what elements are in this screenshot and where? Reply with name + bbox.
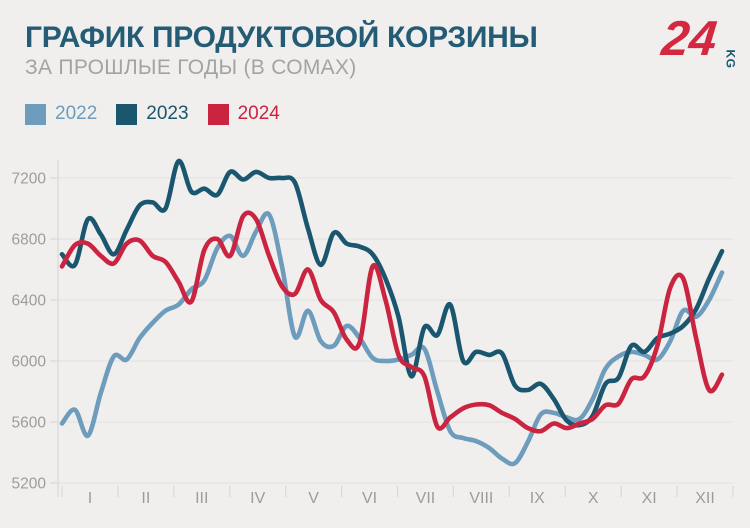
x-axis-label-VIII: VIII <box>469 490 493 507</box>
legend-swatch-2023 <box>116 103 138 125</box>
y-axis-label-6400: 6400 <box>12 293 47 310</box>
y-axis-label-6000: 6000 <box>12 354 47 371</box>
legend-item-2024: 2024 <box>207 103 280 125</box>
legend-label-2022: 2022 <box>55 103 98 124</box>
x-axis-label-IV: IV <box>250 490 265 507</box>
legend-swatch-2022 <box>25 103 46 125</box>
page-subtitle: ЗА ПРОШЛЫЕ ГОДЫ (В СОМАХ) <box>25 56 357 79</box>
x-axis-label-II: II <box>141 490 150 507</box>
legend-label-2023: 2023 <box>146 103 189 124</box>
x-axis-label-V: V <box>308 490 319 507</box>
x-axis-label-X: X <box>588 490 599 507</box>
y-axis-label-6800: 6800 <box>12 232 47 249</box>
legend-label-2024: 2024 <box>237 103 280 124</box>
legend-item-2022: 2022 <box>25 103 97 125</box>
y-axis-label-5600: 5600 <box>12 415 47 432</box>
series-line-2023 <box>59 158 725 428</box>
legend-item-2023: 2023 <box>116 103 189 125</box>
y-axis-label-7200: 7200 <box>12 171 47 188</box>
chart-legend: 2022 2023 2024 <box>25 103 299 125</box>
x-axis-label-III: III <box>195 490 208 507</box>
series-line-2024 <box>59 210 725 434</box>
legend-swatch-2024 <box>207 103 229 125</box>
x-axis-label-XII: XII <box>695 490 715 507</box>
page-title: ГРАФИК ПРОДУКТОВОЙ КОРЗИНЫ <box>25 21 538 54</box>
x-axis-label-I: I <box>88 490 92 507</box>
x-axis-label-VII: VII <box>416 490 436 507</box>
x-axis-label-VI: VI <box>362 490 377 507</box>
series-line-2022 <box>59 211 725 467</box>
y-axis-label-5200: 5200 <box>12 476 47 493</box>
x-axis-label-IX: IX <box>530 490 545 507</box>
x-axis-label-XI: XI <box>642 490 657 507</box>
